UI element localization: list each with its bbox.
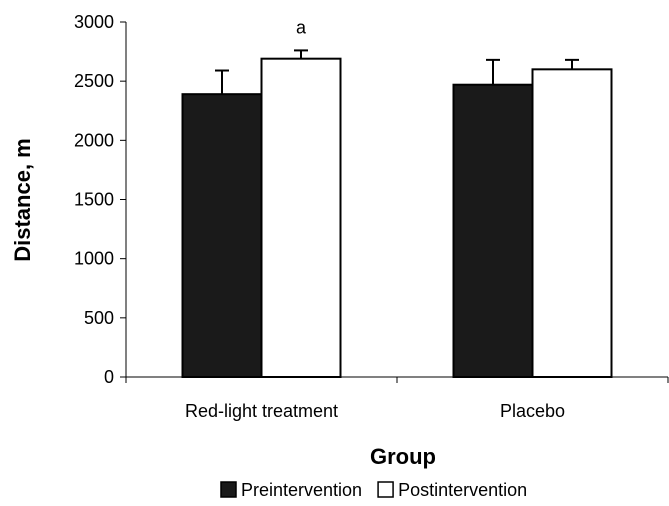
y-axis-label: Distance, m [10, 138, 35, 262]
bar-postintervention-1 [260, 57, 342, 379]
y-axis: 0 500 1000 1500 2000 2500 3000 [74, 12, 127, 387]
bar-postintervention-2 [531, 68, 613, 378]
x-axis: Red-light treatment Placebo [125, 376, 669, 421]
y-tick-label: 1000 [74, 249, 114, 269]
y-tick-label: 2500 [74, 71, 114, 91]
y-tick-label: 500 [84, 308, 114, 328]
annotations: a [296, 17, 307, 37]
bars [181, 49, 613, 379]
bar-preintervention-1 [181, 93, 263, 379]
y-tick-label: 3000 [74, 12, 114, 32]
legend-label-preintervention: Preintervention [241, 480, 362, 500]
significance-annotation: a [296, 17, 307, 37]
y-tick-label: 1500 [74, 190, 114, 210]
legend-swatch-postintervention [377, 481, 394, 498]
y-tick-label: 0 [104, 367, 114, 387]
bar-preintervention-2 [452, 83, 534, 378]
x-tick-label: Red-light treatment [185, 401, 338, 421]
y-tick-label: 2000 [74, 130, 114, 150]
legend: Preintervention Postintervention [220, 480, 527, 500]
x-axis-label: Group [370, 444, 436, 469]
legend-label-postintervention: Postintervention [398, 480, 527, 500]
x-tick-label: Placebo [500, 401, 565, 421]
legend-swatch-preintervention [220, 481, 237, 498]
